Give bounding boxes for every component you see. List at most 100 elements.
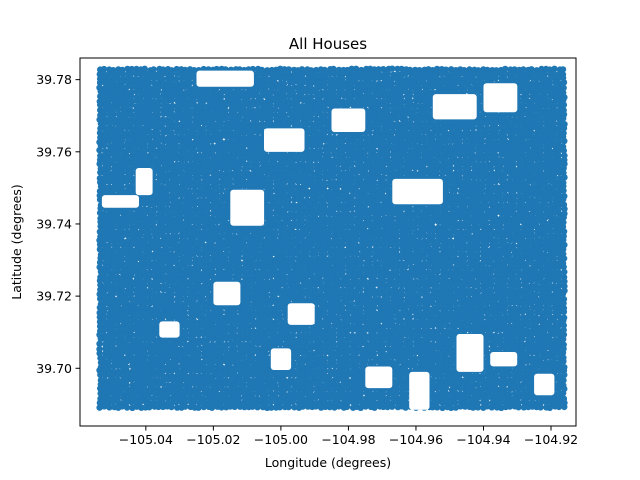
data-point (550, 133, 558, 140)
data-point (398, 88, 405, 95)
data-point (425, 101, 432, 109)
data-point (546, 101, 554, 109)
data-point (308, 88, 315, 95)
data-point (407, 124, 415, 131)
data-point (240, 142, 247, 150)
data-point (159, 120, 166, 127)
data-point (425, 125, 432, 132)
data-point (523, 93, 531, 100)
data-point (254, 129, 261, 136)
data-point (217, 93, 225, 100)
data-point (371, 92, 378, 100)
data-point (381, 93, 388, 100)
data-point (375, 129, 382, 136)
data-point (123, 84, 130, 91)
data-point (511, 137, 518, 145)
data-point (178, 75, 185, 82)
data-point (492, 119, 500, 127)
data-point (559, 66, 567, 73)
data-point (520, 66, 527, 73)
data-point (470, 133, 477, 140)
data-point (560, 187, 567, 194)
data-point (294, 97, 301, 105)
data-point (479, 133, 486, 140)
data-point (420, 138, 427, 145)
data-point (245, 106, 253, 114)
data-point (303, 142, 311, 149)
data-point (524, 111, 531, 118)
data-point (420, 128, 427, 136)
data-point (100, 65, 108, 73)
data-point (173, 137, 181, 145)
data-point (447, 88, 454, 95)
data-point (223, 124, 230, 132)
data-point (262, 83, 270, 91)
data-point (172, 147, 180, 154)
data-point (466, 83, 473, 91)
data-point (96, 79, 104, 86)
data-point (488, 268, 495, 275)
data-point (128, 83, 136, 91)
data-point (533, 134, 540, 141)
data-point (128, 111, 135, 118)
data-point (137, 102, 144, 109)
data-point (133, 88, 140, 95)
data-point (101, 124, 108, 132)
data-point (240, 102, 247, 109)
data-point (105, 137, 112, 144)
data-point (375, 74, 383, 82)
data-point (285, 66, 292, 73)
data-point (533, 88, 541, 95)
data-point (375, 66, 382, 73)
data-point (469, 124, 477, 132)
data-point (461, 70, 468, 78)
data-point (561, 137, 568, 145)
data-point (186, 134, 193, 141)
data-point (160, 110, 167, 118)
data-point (132, 129, 140, 136)
data-point (380, 66, 387, 73)
data-point (362, 101, 369, 109)
data-point (196, 106, 203, 113)
data-point (96, 129, 104, 137)
data-point (447, 124, 455, 131)
data-point (164, 187, 171, 194)
data-point (456, 125, 463, 132)
data-point (331, 83, 338, 91)
data-point (551, 65, 558, 73)
data-point (330, 97, 338, 104)
data-point (442, 124, 450, 131)
data-point (146, 133, 153, 140)
data-point (322, 84, 329, 91)
data-point (519, 110, 526, 118)
data-point (142, 120, 149, 127)
data-point (280, 70, 288, 77)
chart-title: All Houses (289, 35, 367, 53)
data-point (208, 137, 216, 144)
data-point (307, 79, 315, 87)
data-point (146, 124, 153, 131)
data-point (259, 115, 266, 122)
data-point (227, 139, 235, 146)
data-point (556, 120, 563, 127)
data-point (411, 110, 418, 118)
data-point (151, 79, 158, 87)
data-point (501, 110, 509, 118)
data-point (258, 110, 265, 118)
data-point (443, 133, 450, 140)
data-point (128, 147, 135, 154)
data-point (344, 164, 351, 171)
data-point (154, 88, 162, 95)
data-point (159, 146, 166, 154)
data-point (426, 106, 433, 114)
data-point (100, 111, 108, 118)
data-point (538, 65, 545, 73)
data-point (492, 74, 499, 82)
data-point (114, 93, 122, 100)
data-point (182, 115, 189, 122)
data-point (447, 232, 454, 239)
data-point (547, 142, 554, 149)
data-point (416, 124, 423, 131)
data-point (118, 137, 126, 145)
